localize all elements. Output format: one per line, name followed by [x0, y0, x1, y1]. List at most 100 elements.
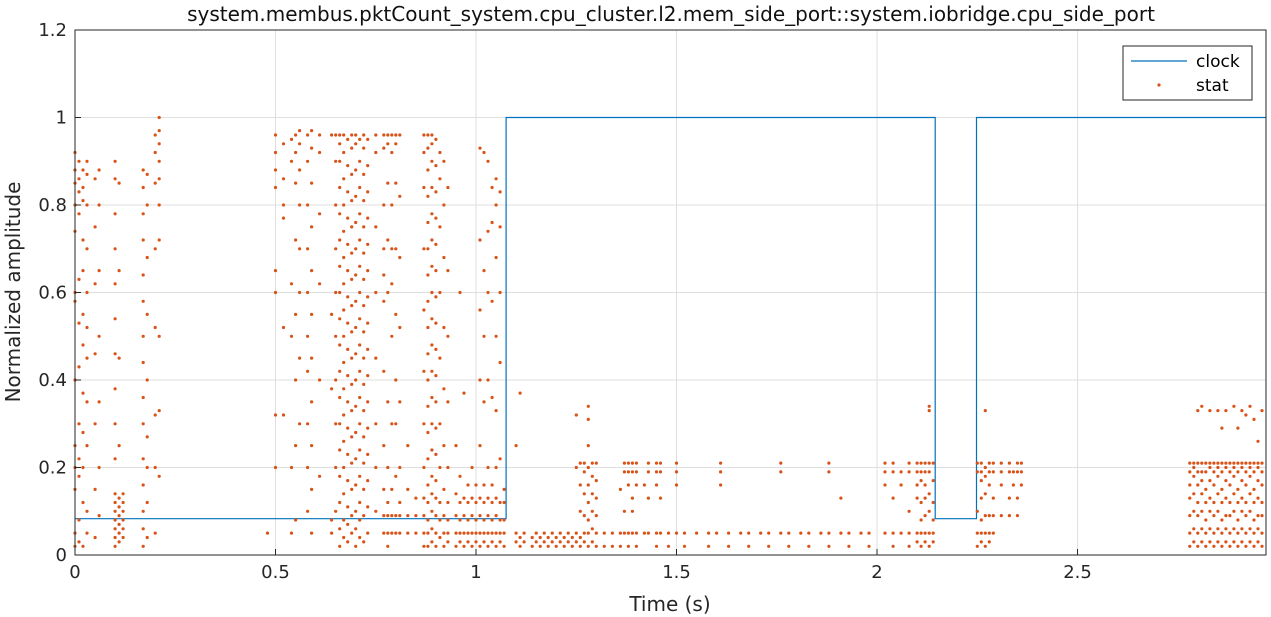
stat-point: [398, 255, 402, 260]
stat-point: [350, 435, 354, 439]
stat-point: [839, 496, 843, 500]
stat-point: [622, 509, 627, 513]
stat-point: [502, 531, 506, 535]
stat-point: [1192, 509, 1196, 513]
stat-point: [346, 426, 350, 430]
stat-point: [338, 317, 342, 321]
stat-point: [334, 334, 338, 338]
stat-point: [426, 146, 430, 150]
stat-point: [486, 544, 490, 548]
stat-point: [422, 308, 426, 312]
stat-point: [346, 347, 350, 351]
stat-point: [470, 544, 474, 548]
stat-point: [458, 518, 462, 522]
stat-point: [81, 312, 85, 316]
stat-point: [927, 409, 931, 413]
stat-point: [422, 422, 426, 426]
stat-point: [919, 518, 923, 522]
stat-point: [430, 448, 434, 452]
stat-point: [1232, 461, 1236, 465]
stat-point: [398, 531, 402, 535]
stat-point: [386, 544, 390, 548]
stat-point: [438, 465, 442, 470]
stat-point: [474, 483, 478, 487]
stat-point: [923, 496, 927, 500]
stat-point: [306, 422, 310, 426]
stat-point: [1228, 531, 1232, 535]
stat-point: [530, 535, 534, 540]
stat-point: [1232, 474, 1236, 478]
stat-series: [73, 115, 1264, 548]
stat-point: [318, 378, 322, 382]
stat-point: [975, 461, 979, 465]
stat-point: [386, 181, 390, 185]
stat-point: [514, 444, 518, 448]
stat-point: [1232, 404, 1236, 408]
stat-point: [77, 321, 81, 325]
stat-point: [630, 496, 635, 500]
stat-point: [1196, 470, 1200, 474]
stat-point: [478, 514, 482, 518]
stat-point: [1256, 540, 1260, 544]
stat-point: [634, 544, 639, 548]
stat-point: [550, 540, 554, 544]
stat-point: [310, 356, 314, 360]
stat-point: [907, 470, 911, 474]
stat-point: [342, 133, 346, 137]
stat-point: [446, 334, 450, 338]
stat-point: [498, 290, 502, 295]
stat-point: [374, 133, 378, 137]
stat-point: [153, 150, 157, 155]
stat-point: [426, 531, 430, 535]
stat-point: [366, 269, 370, 273]
stat-point: [77, 190, 81, 194]
stat-point: [931, 479, 935, 483]
stat-point: [490, 518, 494, 522]
stat-point: [1248, 474, 1252, 478]
stat-point: [807, 531, 811, 535]
stat-point: [338, 159, 342, 163]
stat-point: [1208, 509, 1212, 513]
stat-point: [1204, 470, 1208, 474]
stat-point: [983, 531, 987, 535]
stat-point: [426, 378, 430, 382]
stat-point: [438, 150, 442, 155]
stat-point: [294, 133, 298, 137]
stat-point: [927, 531, 931, 535]
stat-point: [482, 531, 486, 535]
stat-point: [85, 159, 89, 163]
stat-point: [442, 514, 446, 518]
stat-point: [394, 142, 398, 146]
stat-point: [265, 531, 270, 535]
stat-point: [141, 238, 145, 242]
stat-point: [374, 150, 378, 155]
stat-point: [434, 400, 438, 404]
stat-point: [1188, 470, 1192, 474]
stat-point: [350, 277, 354, 281]
stat-point: [77, 518, 81, 522]
stat-point: [77, 422, 81, 426]
stat-point: [382, 531, 386, 535]
stat-point: [342, 255, 346, 260]
stat-point: [346, 321, 350, 325]
stat-point: [779, 461, 783, 465]
stat-point: [117, 505, 121, 509]
stat-point: [494, 514, 498, 518]
stat-point: [390, 282, 394, 286]
stat-point: [1200, 479, 1204, 483]
stat-point: [586, 500, 590, 505]
stat-point: [434, 216, 438, 220]
stat-point: [342, 203, 346, 207]
stat-point: [1224, 540, 1228, 544]
stat-point: [919, 470, 923, 474]
stat-point: [434, 514, 438, 518]
stat-point: [1228, 470, 1232, 474]
stat-point: [554, 544, 558, 548]
stat-point: [983, 465, 987, 470]
stat-point: [518, 544, 522, 548]
stat-point: [1260, 500, 1264, 505]
stat-point: [426, 325, 430, 330]
stat-point: [294, 181, 298, 185]
stat-point: [538, 535, 542, 540]
